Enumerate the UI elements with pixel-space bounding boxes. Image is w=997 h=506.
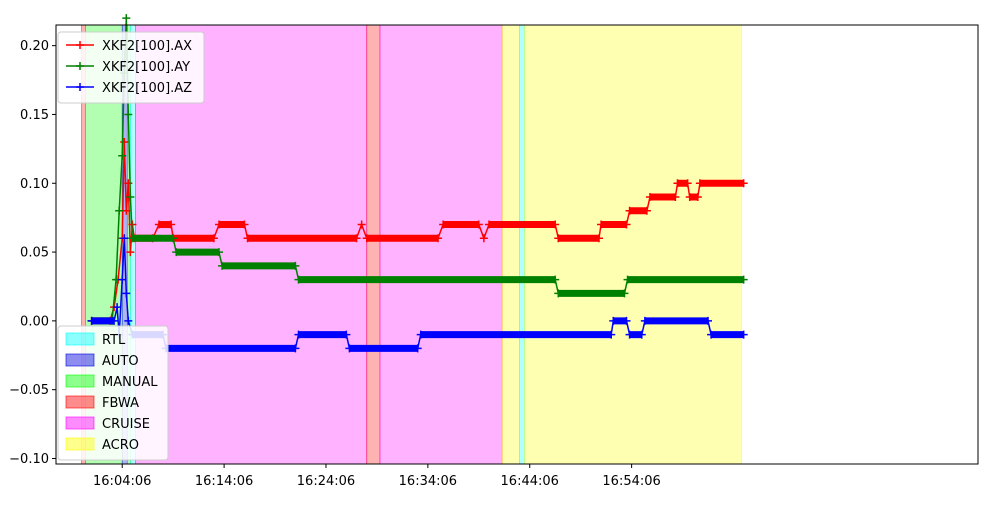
legend-swatch [65,437,95,451]
series-legend: XKF2[100].AX XKF2[100].AY XKF2[100].AZ [57,31,205,104]
series-0 [87,137,748,325]
data-point [126,193,135,202]
legend-label: RTL [102,333,126,348]
data-point [126,248,135,257]
data-point [122,14,131,23]
legend-swatch [65,395,95,409]
y-tick-label: −0.10 [9,452,49,467]
x-tick-label: 16:14:06 [195,474,253,489]
data-point [115,206,124,215]
data-point [122,206,131,215]
data-point [124,316,133,325]
legend-swatch [65,332,95,346]
legend-label: XKF2[100].AX [102,39,192,54]
x-axis: 16:04:06 16:14:06 16:24:06 16:34:06 16:44:06… [93,464,661,489]
y-tick-label: 0.00 [20,314,49,329]
legend-label: XKF2[100].AY [102,60,190,75]
y-tick-label: −0.05 [9,383,49,398]
data-point [118,275,127,284]
legend-swatch [65,374,95,388]
mode-span-cruise [379,24,503,465]
modes-legend-box [57,325,169,461]
x-tick-label: 16:54:06 [602,474,660,489]
mode-span-fbwa [366,24,381,465]
legend-marker [76,83,84,91]
plot-frame [55,24,979,465]
series-2 [87,234,748,353]
mode-spans [81,24,743,465]
data-point [124,179,133,188]
legend-swatch [65,353,95,367]
y-tick-label: 0.10 [20,177,49,192]
data-point [118,151,127,160]
y-tick-label: 0.15 [20,108,49,123]
mode-span-acro [524,24,743,465]
legend-label: FBWA [102,396,139,411]
mode-span-rtl [519,24,526,465]
x-tick-label: 16:04:06 [93,474,151,489]
data-point [124,110,133,119]
series-legend-box [57,31,205,104]
data-point [113,303,122,312]
mode-span-acro [501,24,520,465]
y-tick-label: 0.20 [20,39,49,54]
data-point [120,234,129,243]
y-axis: −0.10 −0.05 0.00 0.05 0.10 0.15 0.20 [9,39,56,467]
legend-label: AUTO [102,354,139,369]
legend-marker [76,62,84,70]
y-tick-label: 0.05 [20,246,49,261]
data-point [122,289,131,298]
legend-marker [76,41,84,49]
modes-legend: RTL AUTO MANUAL FBWA CRUISE ACRO [57,325,169,461]
data-point [357,220,366,229]
x-tick-label: 16:44:06 [501,474,559,489]
legend-label: ACRO [102,438,139,453]
data-point [120,137,129,146]
legend-swatch [65,416,95,430]
data-series [87,14,748,353]
x-tick-label: 16:34:06 [399,474,457,489]
legend-label: MANUAL [102,375,158,390]
legend-label: CRUISE [102,417,150,432]
x-tick-label: 16:24:06 [297,474,355,489]
data-point [479,234,488,243]
legend-label: XKF2[100].AZ [102,81,192,96]
